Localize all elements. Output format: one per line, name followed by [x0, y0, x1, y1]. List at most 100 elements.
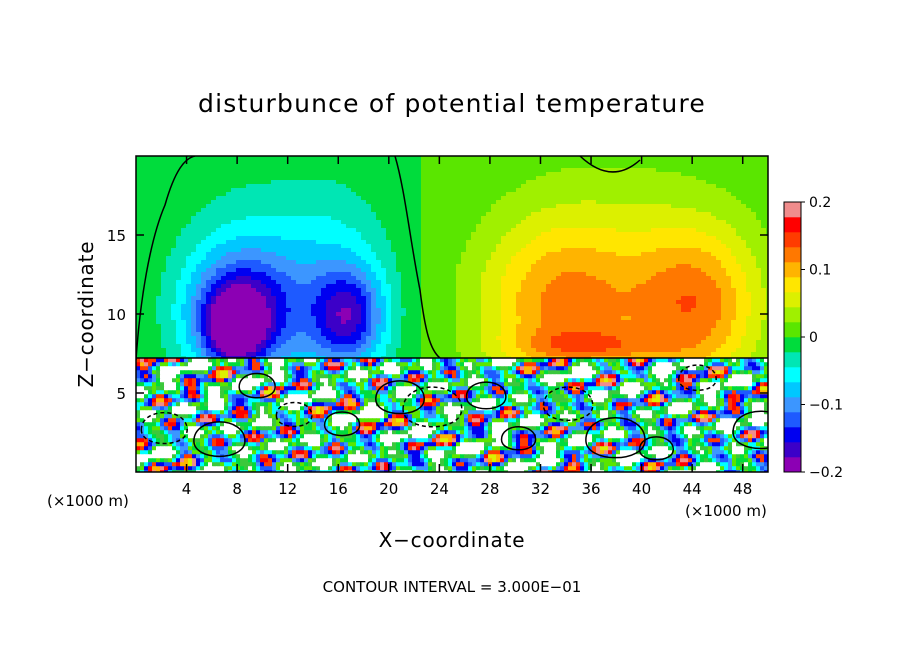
field-cell [231, 292, 237, 297]
field-cell [396, 176, 402, 181]
field-cell [266, 300, 272, 305]
field-cell [556, 220, 562, 225]
field-cell [476, 208, 482, 213]
field-cell [356, 164, 362, 169]
field-cell [216, 192, 222, 197]
field-cell [511, 272, 517, 277]
field-cell [476, 196, 482, 201]
field-cell [456, 208, 462, 213]
field-cell [371, 296, 377, 301]
field-cell [481, 300, 487, 305]
field-cell [581, 232, 587, 237]
field-cell [316, 312, 322, 317]
field-cell [611, 260, 617, 265]
field-cell [536, 212, 542, 217]
field-cell [441, 228, 447, 233]
field-cell [571, 232, 577, 237]
field-cell [641, 280, 647, 285]
field-cell [536, 196, 542, 201]
field-cell [381, 276, 387, 281]
field-cell [451, 172, 457, 177]
field-cell [221, 268, 227, 273]
field-cell [261, 296, 267, 301]
field-cell [486, 292, 492, 297]
field-cell [141, 200, 147, 205]
field-cell [761, 240, 767, 245]
field-cell [756, 184, 762, 189]
field-cell [616, 256, 622, 261]
field-cell [536, 172, 542, 177]
field-cell [266, 292, 272, 297]
field-cell [256, 272, 262, 277]
field-cell [376, 292, 382, 297]
field-cell [396, 308, 402, 313]
field-cell [151, 308, 157, 313]
field-cell [356, 256, 362, 261]
field-cell [551, 232, 557, 237]
field-cell [546, 260, 552, 265]
field-cell [261, 312, 267, 317]
field-cell [471, 224, 477, 229]
field-cell [431, 244, 437, 249]
field-cell [681, 272, 687, 277]
field-cell [611, 288, 617, 293]
field-cell [186, 184, 192, 189]
field-cell [166, 236, 172, 241]
field-cell [321, 256, 327, 261]
field-cell [571, 164, 577, 169]
field-cell [706, 252, 712, 257]
field-cell [271, 264, 277, 269]
field-cell [136, 220, 142, 225]
field-cell [656, 308, 662, 313]
field-cell [751, 164, 757, 169]
field-cell [621, 180, 627, 185]
field-cell [386, 180, 392, 185]
field-cell [436, 204, 442, 209]
field-cell [721, 232, 727, 237]
field-cell [616, 276, 622, 281]
field-cell [656, 284, 662, 289]
field-cell [511, 256, 517, 261]
field-cell [271, 300, 277, 305]
field-cell [166, 264, 172, 269]
field-cell [536, 248, 542, 253]
field-cell [481, 276, 487, 281]
field-cell [246, 180, 252, 185]
field-cell [376, 180, 382, 185]
field-cell [241, 296, 247, 301]
field-cell [296, 264, 302, 269]
field-cell [716, 264, 722, 269]
field-cell [326, 248, 332, 253]
field-cell [241, 288, 247, 293]
field-cell [611, 188, 617, 193]
field-cell [276, 220, 282, 225]
field-cell [176, 204, 182, 209]
field-cell [411, 204, 417, 209]
field-cell [676, 180, 682, 185]
field-cell [166, 292, 172, 297]
field-cell [551, 200, 557, 205]
field-cell [311, 168, 317, 173]
field-cell [291, 216, 297, 221]
field-cell [356, 272, 362, 277]
field-cell [176, 180, 182, 185]
field-cell [431, 208, 437, 213]
field-cell [476, 288, 482, 293]
field-cell [581, 168, 587, 173]
field-cell [546, 240, 552, 245]
field-cell [506, 264, 512, 269]
field-cell [706, 180, 712, 185]
field-cell [696, 248, 702, 253]
field-cell [236, 184, 242, 189]
field-cell [226, 176, 232, 181]
field-cell [326, 288, 332, 293]
field-cell [536, 160, 542, 165]
field-cell [401, 284, 407, 289]
field-cell [376, 236, 382, 241]
field-cell [616, 172, 622, 177]
field-cell [661, 268, 667, 273]
field-cell [186, 196, 192, 201]
field-cell [471, 200, 477, 205]
field-cell [311, 236, 317, 241]
field-cell [606, 304, 612, 309]
